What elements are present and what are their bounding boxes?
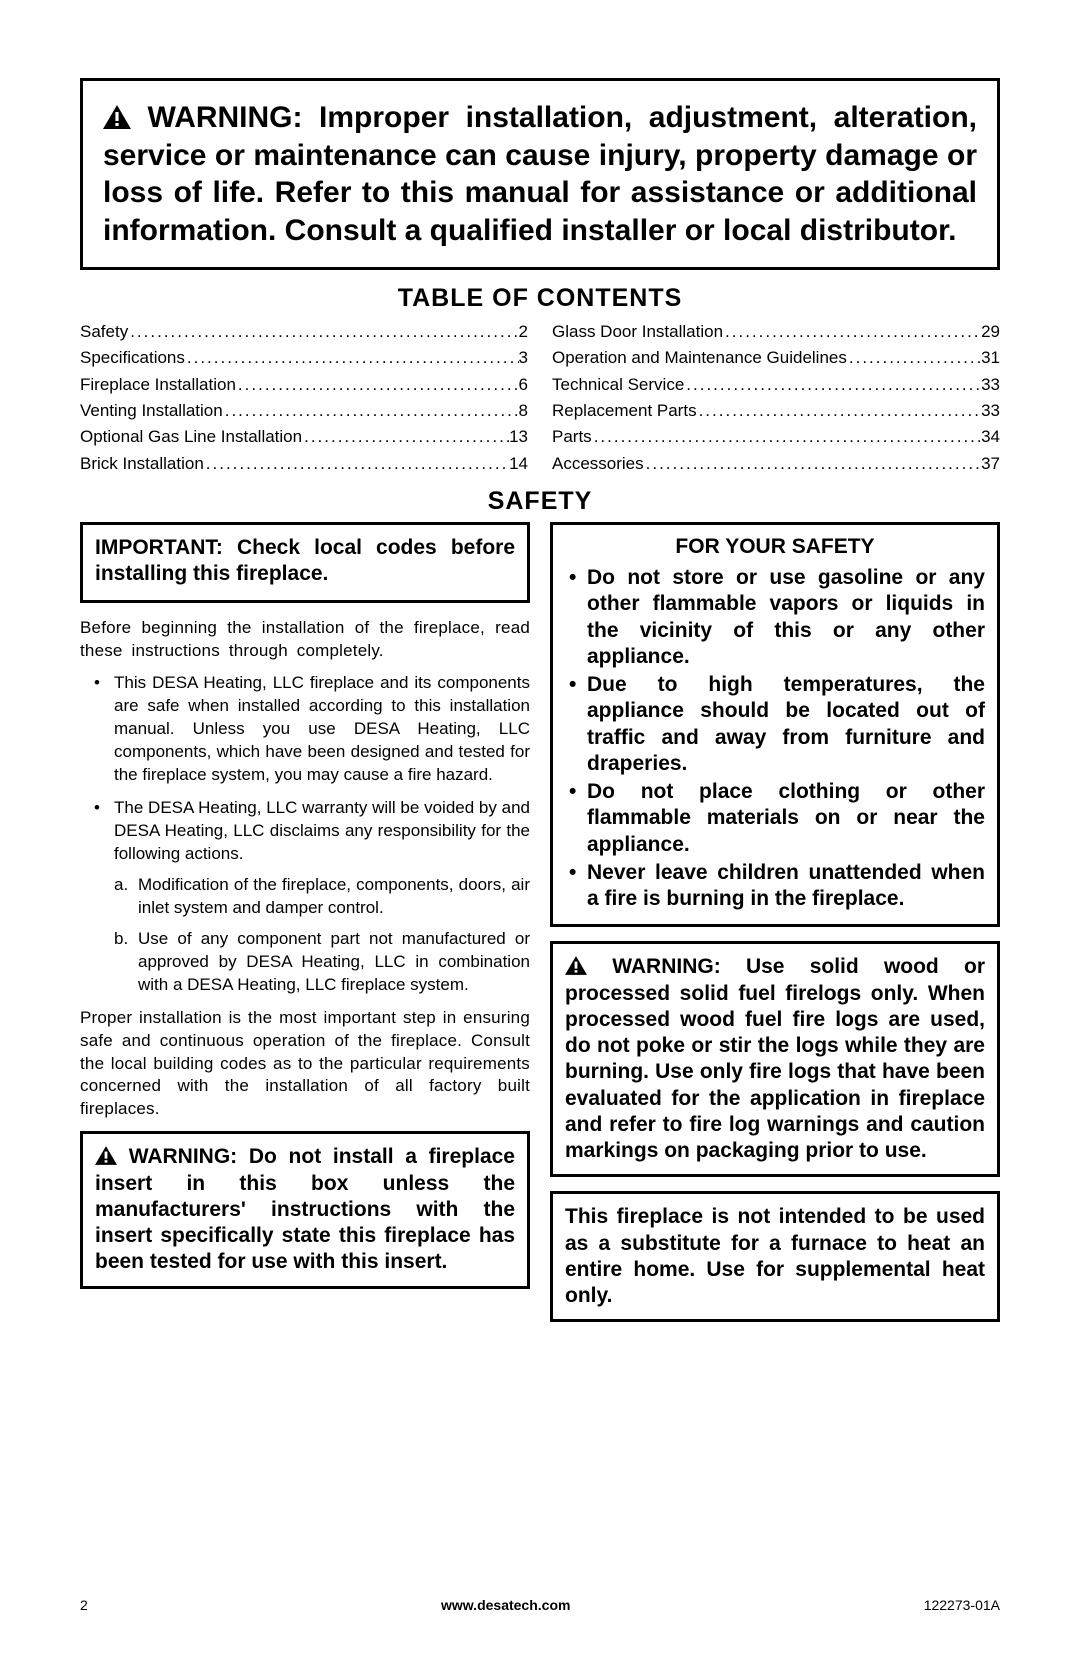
toc-entry: Venting Installation ...................… [80,398,528,424]
supplemental-heat-text: This fireplace is not intended to be use… [565,1204,985,1309]
toc-entry: Fireplace Installation .................… [80,372,528,398]
toc-leader-dots: ........................................… [204,451,509,477]
warning-icon [565,956,587,975]
fys-list: Do not store or use gasoline or any othe… [565,565,985,912]
toc-page: 34 [981,424,1000,450]
safety-columns: IMPORTANT: Check local codes before inst… [80,522,1000,1336]
warning-icon [95,1146,117,1165]
toc-label: Accessories [552,451,644,477]
toc-heading: TABLE OF CONTENTS [80,284,1000,313]
sub-list: a. Modification of the fireplace, compone… [114,874,530,997]
for-your-safety-box: FOR YOUR SAFETY Do not store or use gaso… [550,522,1000,927]
toc-leader-dots: ........................................… [185,345,519,371]
toc-page: 33 [981,372,1000,398]
fys-item: Never leave children unattended when a f… [565,860,985,913]
toc-leader-dots: ........................................… [128,319,518,345]
toc-leader-dots: ........................................… [592,424,981,450]
toc-entry: Safety .................................… [80,319,528,345]
toc-leader-dots: ........................................… [223,398,519,424]
toc-leader-dots: ........................................… [644,451,981,477]
toc-entry: Replacement Parts ......................… [552,398,1000,424]
toc-label: Fireplace Installation [80,372,236,398]
toc-label: Technical Service [552,372,684,398]
right-column: FOR YOUR SAFETY Do not store or use gaso… [550,522,1000,1336]
toc-entry: Brick Installation .....................… [80,451,528,477]
sub-item: b. Use of any component part not manufact… [114,928,530,997]
sub-item: a. Modification of the fireplace, compone… [114,874,530,920]
toc-entry: Technical Service ......................… [552,372,1000,398]
bullet-lead-text: The DESA Heating, LLC warranty will be v… [114,798,530,863]
toc-leader-dots: ........................................… [236,372,519,398]
toc-leader-dots: ........................................… [723,319,981,345]
sub-item-text: Modification of the fireplace, component… [138,875,530,917]
top-warning-content: WARNING: Improper installation, adjustme… [103,101,977,247]
manual-page: WARNING: Improper installation, adjustme… [0,0,1080,1336]
important-text: IMPORTANT: Check local codes before inst… [95,535,515,588]
toc-leader-dots: ........................................… [684,372,981,398]
warning-icon [103,105,131,129]
toc-page: 2 [519,319,528,345]
important-box: IMPORTANT: Check local codes before inst… [80,522,530,603]
right-warning-content: WARNING: Use solid wood or processed sol… [565,955,985,1162]
toc-label: Specifications [80,345,185,371]
toc-page: 31 [981,345,1000,371]
toc-label: Operation and Maintenance Guidelines [552,345,847,371]
toc-label: Brick Installation [80,451,204,477]
toc-left-column: Safety .................................… [80,319,528,477]
toc-page: 6 [519,372,528,398]
toc-page: 33 [981,398,1000,424]
toc-page: 3 [519,345,528,371]
toc-label: Replacement Parts [552,398,697,424]
top-warning-text: WARNING: Improper installation, adjustme… [103,99,977,249]
toc-entry: Accessories ............................… [552,451,1000,477]
right-warning-box: WARNING: Use solid wood or processed sol… [550,941,1000,1177]
toc-entry: Specifications .........................… [80,345,528,371]
toc-right-column: Glass Door Installation ................… [552,319,1000,477]
toc-entry: Parts ..................................… [552,424,1000,450]
left-column: IMPORTANT: Check local codes before inst… [80,522,530,1336]
table-of-contents: Safety .................................… [80,319,1000,477]
doc-number: 122273-01A [924,1597,1000,1613]
toc-page: 13 [509,424,528,450]
supplemental-heat-box: This fireplace is not intended to be use… [550,1191,1000,1322]
footer-url: www.desatech.com [441,1597,570,1613]
toc-entry: Glass Door Installation ................… [552,319,1000,345]
toc-leader-dots: ........................................… [847,345,981,371]
fys-item: Due to high temperatures, the appliance … [565,672,985,777]
toc-leader-dots: ........................................… [697,398,982,424]
safety-heading: SAFETY [80,487,1000,516]
left-warning-text: WARNING: Do not install a fireplace inse… [95,1144,515,1275]
toc-label: Safety [80,319,128,345]
fys-heading: FOR YOUR SAFETY [565,535,985,559]
toc-label: Venting Installation [80,398,223,424]
page-number: 2 [80,1597,88,1613]
list-marker: a. [114,874,128,897]
safety-bullets: This DESA Heating, LLC fireplace and its… [80,672,530,996]
toc-page: 14 [509,451,528,477]
toc-page: 8 [519,398,528,424]
toc-page: 29 [981,319,1000,345]
closing-paragraph: Proper installation is the most importan… [80,1007,530,1122]
left-warning-box: WARNING: Do not install a fireplace inse… [80,1131,530,1288]
toc-label: Optional Gas Line Installation [80,424,302,450]
bullet-item: This DESA Heating, LLC fireplace and its… [80,672,530,787]
toc-label: Glass Door Installation [552,319,723,345]
top-warning-box: WARNING: Improper installation, adjustme… [80,78,1000,270]
page-footer: 2 www.desatech.com 122273-01A [80,1597,1000,1613]
fys-item: Do not store or use gasoline or any othe… [565,565,985,670]
toc-label: Parts [552,424,592,450]
list-marker: b. [114,928,128,951]
right-warning-text: WARNING: Use solid wood or processed sol… [565,954,985,1164]
toc-leader-dots: ........................................… [302,424,509,450]
left-warning-content: WARNING: Do not install a fireplace inse… [95,1145,515,1273]
fys-item: Do not place clothing or other flammable… [565,779,985,858]
toc-entry: Operation and Maintenance Guidelines ...… [552,345,1000,371]
sub-item-text: Use of any component part not manufactur… [138,929,530,994]
bullet-item: The DESA Heating, LLC warranty will be v… [80,797,530,997]
toc-entry: Optional Gas Line Installation .........… [80,424,528,450]
toc-page: 37 [981,451,1000,477]
intro-paragraph: Before beginning the installation of the… [80,617,530,663]
